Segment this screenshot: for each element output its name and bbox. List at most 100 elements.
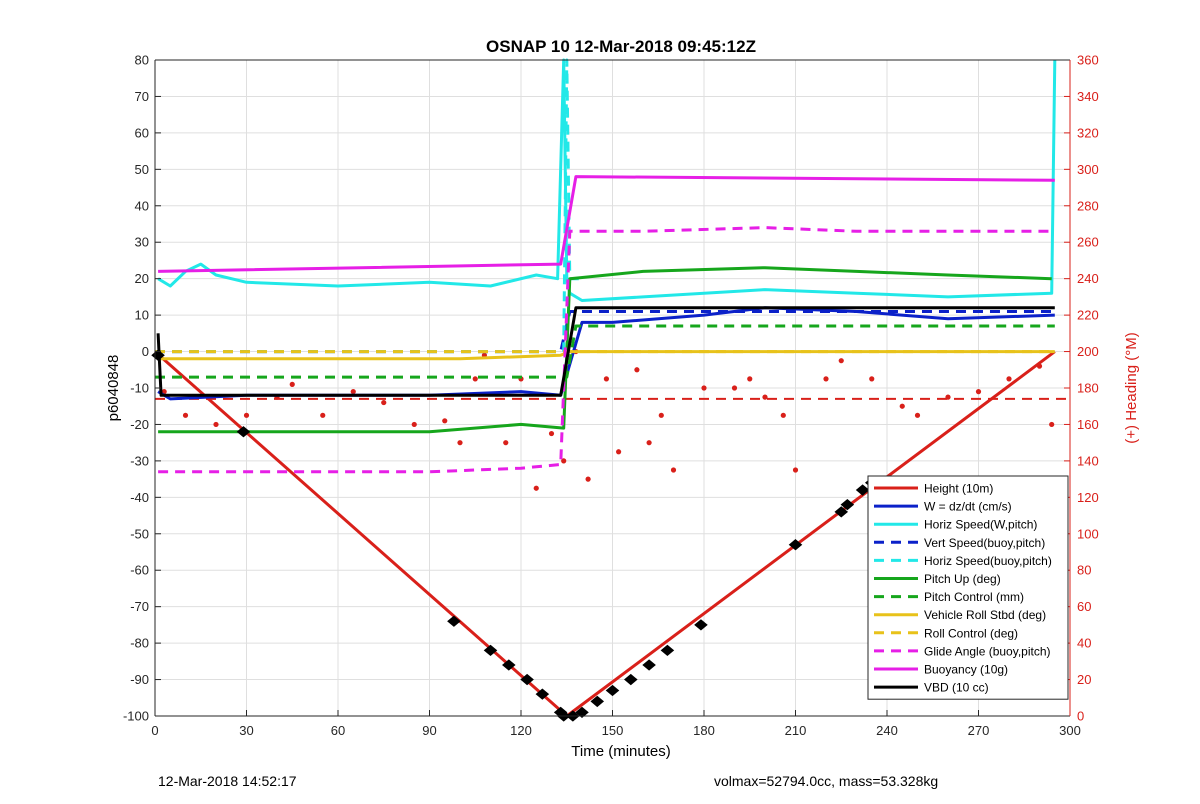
x-tick-label: 240	[876, 723, 898, 738]
y-tick-label: -70	[130, 599, 149, 614]
heading-point	[634, 367, 640, 373]
y-axis-label: p6040848	[105, 355, 122, 422]
y2-tick-label: 160	[1077, 417, 1099, 432]
y2-tick-label: 20	[1077, 672, 1091, 687]
height-marker	[788, 539, 803, 551]
heading-point	[670, 467, 677, 473]
height-marker	[447, 615, 461, 627]
heading-point	[243, 412, 250, 418]
footer-timestamp: 12-Mar-2018 14:52:17	[158, 773, 297, 789]
y2-tick-label: 340	[1077, 89, 1099, 104]
heading-point	[472, 376, 478, 382]
heading-point	[731, 385, 738, 391]
heading-point	[381, 399, 387, 406]
legend-label: Horiz Speed(buoy,pitch)	[924, 554, 1052, 568]
heading-point	[213, 421, 219, 428]
y2-tick-label: 100	[1077, 526, 1099, 541]
height-marker	[660, 644, 675, 657]
heading-point	[780, 412, 786, 418]
heading-point	[899, 403, 905, 409]
legend-label: VBD (10 cc)	[924, 681, 989, 695]
height-marker	[694, 619, 708, 631]
heading-point	[1049, 421, 1055, 428]
y2-tick-label: 140	[1077, 453, 1099, 468]
y2-tick-label: 200	[1077, 344, 1099, 359]
heading-point	[838, 358, 844, 364]
heading-point	[823, 376, 829, 382]
x-tick-label: 300	[1059, 723, 1081, 738]
y2-tick-label: 0	[1077, 709, 1084, 724]
heading-point	[503, 440, 509, 446]
heading-point	[289, 381, 295, 387]
y-tick-label: 70	[135, 89, 149, 104]
height-marker	[855, 484, 870, 496]
legend-label: Vert Speed(buoy,pitch)	[924, 536, 1045, 550]
y-tick-label: -10	[130, 381, 149, 396]
legend-label: Buoyancy (10g)	[924, 663, 1008, 677]
legend-label: Pitch Up (deg)	[924, 572, 1001, 586]
height-marker	[590, 695, 605, 708]
height-marker	[520, 673, 534, 686]
series-line-glide-angle-buoy-pitch	[158, 226, 1052, 474]
x-tick-label: 0	[151, 723, 158, 738]
height-marker	[236, 426, 251, 438]
y-tick-label: -50	[130, 526, 149, 541]
series-line-buoyancy-10g	[158, 175, 1055, 273]
y-tick-label: 0	[142, 344, 149, 359]
y2-tick-label: 300	[1077, 162, 1099, 177]
series-line-vbd-10-cc	[156, 306, 1055, 397]
y2-tick-label: 360	[1077, 53, 1099, 68]
y-tick-label: 60	[135, 125, 149, 140]
x-tick-label: 60	[331, 723, 345, 738]
series-line-pitch-control-mm	[155, 324, 1055, 379]
x-tick-label: 210	[785, 723, 807, 738]
y-tick-label: 20	[135, 271, 149, 286]
heading-point	[658, 412, 664, 418]
legend-label: Pitch Control (mm)	[924, 590, 1024, 604]
y2-axis-label: (+) Heading (°M)	[1123, 332, 1140, 443]
y2-tick-label: 280	[1077, 198, 1099, 213]
y2-tick-label: 40	[1077, 636, 1091, 651]
x-tick-label: 180	[693, 723, 715, 738]
y2-tick-label: 260	[1077, 235, 1099, 250]
heading-point	[182, 412, 189, 418]
height-marker	[535, 688, 550, 700]
heading-point	[561, 458, 567, 464]
heading-point	[914, 412, 921, 418]
series-line-horiz-speed-w-pitch	[157, 58, 1057, 302]
x-tick-label: 150	[602, 723, 624, 738]
y2-tick-label: 320	[1077, 125, 1099, 140]
height-marker	[624, 673, 638, 686]
legend-label: Horiz Speed(W,pitch)	[924, 518, 1037, 532]
heading-point	[616, 449, 622, 455]
heading-point	[442, 418, 448, 424]
legend-label: Height (10m)	[924, 482, 993, 496]
y-tick-label: -100	[123, 709, 149, 724]
grid	[154, 59, 1071, 717]
heading-point	[869, 376, 875, 382]
y-tick-label: -60	[130, 563, 149, 578]
series-layer	[151, 58, 1070, 722]
chart-title: OSNAP 10 12-Mar-2018 09:45:12Z	[486, 37, 756, 56]
heading-point	[646, 440, 652, 446]
y-tick-label: -90	[130, 672, 149, 687]
x-tick-label: 90	[422, 723, 436, 738]
height-marker	[840, 498, 855, 511]
footer-stats: volmax=52794.0cc, mass=53.328kg	[714, 773, 939, 789]
legend: Height (10m) W = dz/dt (cm/s) Horiz Speed(…	[867, 475, 1069, 700]
heading-point	[457, 440, 463, 446]
heading-point	[320, 412, 326, 418]
legend-label: Roll Control (deg)	[924, 626, 1018, 640]
heading-point	[533, 485, 539, 491]
y-tick-label: 10	[135, 308, 149, 323]
height-marker	[642, 659, 656, 671]
heading-point	[762, 394, 768, 400]
heading-point	[945, 394, 951, 400]
heading-point	[585, 476, 591, 482]
height-marker	[483, 644, 498, 657]
legend-label: Glide Angle (buoy,pitch)	[924, 644, 1051, 658]
height-marker	[605, 684, 620, 697]
y-tick-label: 40	[135, 198, 149, 213]
legend-label: Vehicle Roll Stbd (deg)	[924, 608, 1046, 622]
